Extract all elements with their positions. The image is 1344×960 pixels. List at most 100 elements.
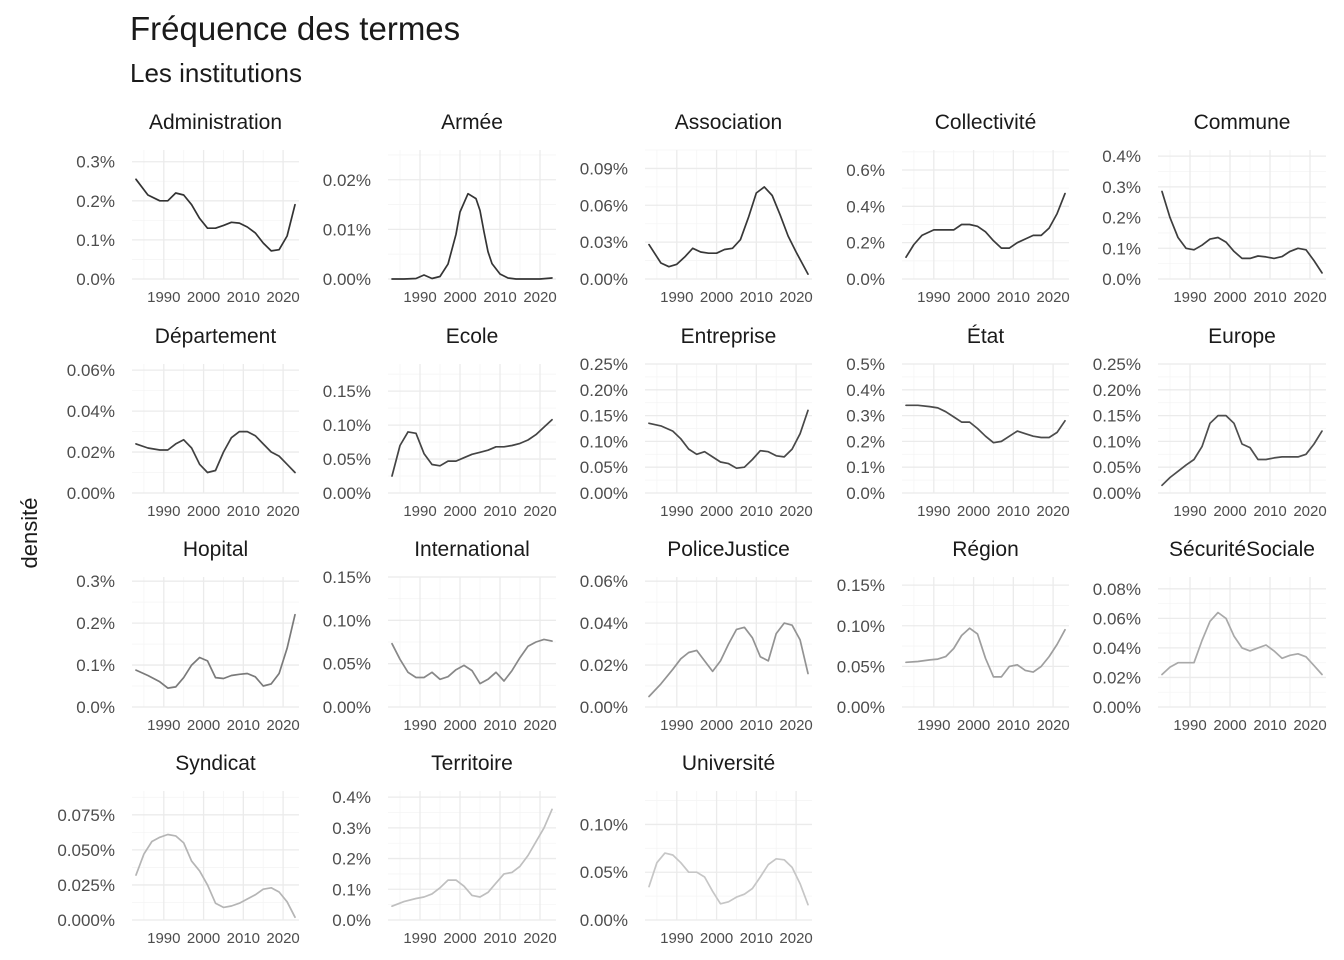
y-tick-label: 0.1% (1102, 239, 1141, 258)
y-tick-label: 0.15% (837, 576, 885, 595)
y-tick-label: 0.2% (76, 614, 115, 633)
x-tick-label: 2020 (523, 930, 556, 947)
chart-title: Fréquence des termes (130, 10, 461, 47)
x-tick-label: 1990 (1173, 503, 1206, 520)
y-tick-label: 0.1% (846, 458, 885, 477)
panel-policejustice: PoliceJustice 0.00% 0.02% 0.04% 0.06% 1990 200… (580, 538, 813, 734)
series-line-collectivite (905, 192, 1066, 259)
x-tick-label: 2020 (266, 289, 299, 306)
x-tick-label: 1990 (917, 717, 950, 734)
x-tick-label: 2000 (957, 289, 990, 306)
y-tick-label: 0.02% (323, 171, 371, 190)
y-tick-label: 0.00% (580, 484, 628, 503)
strip-label-region: Région (952, 538, 1019, 561)
y-tick-label: 0.1% (76, 656, 115, 675)
x-tick-label: 1990 (403, 289, 436, 306)
x-tick-label: 2020 (266, 503, 299, 520)
x-tick-label: 2010 (740, 717, 773, 734)
y-tick-label: 0.00% (580, 911, 628, 930)
y-tick-label: 0.0% (846, 484, 885, 503)
y-tick-label: 0.2% (332, 850, 371, 869)
y-tick-label: 0.2% (846, 432, 885, 451)
y-tick-label: 0.15% (580, 407, 628, 426)
x-tick-label: 2000 (700, 289, 733, 306)
y-tick-label: 0.0% (76, 698, 115, 717)
x-tick-label: 1990 (660, 289, 693, 306)
x-tick-label: 2020 (523, 503, 556, 520)
y-tick-label: 0.10% (837, 617, 885, 636)
y-tick-label: 0.0% (332, 911, 371, 930)
strip-label-commune: Commune (1194, 111, 1291, 134)
strip-label-europe: Europe (1208, 325, 1276, 348)
x-tick-label: 2020 (523, 717, 556, 734)
strip-label-collectivite: Collectivité (935, 111, 1037, 134)
x-tick-label: 2000 (187, 930, 220, 947)
x-tick-label: 2010 (997, 503, 1030, 520)
x-tick-label: 2020 (1293, 289, 1326, 306)
y-tick-label: 0.15% (1093, 407, 1141, 426)
y-tick-label: 0.2% (76, 192, 115, 211)
x-tick-label: 2000 (443, 717, 476, 734)
panel-europe: Europe 0.00% 0.05% 0.10% 0.15% 0.20% 0.25% 1990… (1093, 325, 1327, 520)
series-line-entreprise (648, 409, 809, 470)
x-tick-label: 2000 (187, 289, 220, 306)
x-tick-label: 2000 (187, 717, 220, 734)
y-tick-label: 0.10% (323, 416, 371, 435)
panel-syndicat: Syndicat 0.000% 0.025% 0.050% 0.075% 1990 2000… (57, 752, 299, 947)
x-tick-label: 2010 (740, 289, 773, 306)
x-tick-label: 2000 (443, 289, 476, 306)
y-tick-label: 0.20% (580, 381, 628, 400)
x-tick-label: 1990 (147, 503, 180, 520)
strip-label-departement: Département (155, 325, 277, 348)
x-tick-label: 2010 (997, 717, 1030, 734)
y-tick-label: 0.00% (837, 698, 885, 717)
y-tick-label: 0.09% (580, 159, 628, 178)
y-tick-label: 0.10% (1093, 432, 1141, 451)
x-tick-label: 2010 (483, 930, 516, 947)
y-tick-label: 0.00% (323, 270, 371, 289)
y-tick-label: 0.050% (57, 841, 115, 860)
series-line-association (648, 186, 809, 275)
x-tick-label: 2020 (266, 930, 299, 947)
x-tick-label: 2010 (227, 717, 260, 734)
x-tick-label: 2020 (779, 289, 812, 306)
panel-association: Association 0.00% 0.03% 0.06% 0.09% 1990 2000 2… (580, 111, 813, 306)
panel-securitesociale: SécuritéSociale 0.00% 0.02% 0.04% 0.06% 0.08%… (1093, 538, 1327, 734)
y-tick-label: 0.02% (67, 443, 115, 462)
series-line-region (905, 627, 1066, 678)
strip-label-international: International (414, 538, 530, 561)
x-tick-label: 2020 (1036, 717, 1069, 734)
panel-hopital: Hopital 0.0% 0.1% 0.2% 0.3% 1990 2000 2010 2020 (76, 538, 300, 734)
y-tick-label: 0.00% (323, 484, 371, 503)
y-tick-label: 0.03% (580, 233, 628, 252)
y-tick-label: 0.20% (1093, 381, 1141, 400)
y-tick-label: 0.02% (1093, 668, 1141, 687)
x-tick-label: 1990 (403, 503, 436, 520)
panel-ecole: Ecole 0.00% 0.05% 0.10% 0.15% 1990 2000 2010 202… (323, 325, 557, 520)
x-tick-label: 2010 (740, 503, 773, 520)
x-tick-label: 2000 (700, 930, 733, 947)
y-tick-label: 0.3% (332, 819, 371, 838)
y-tick-label: 0.1% (332, 880, 371, 899)
y-tick-label: 0.000% (57, 911, 115, 930)
x-tick-label: 2010 (740, 930, 773, 947)
strip-label-armee: Armée (441, 111, 503, 134)
series-line-securitesociale (1161, 611, 1323, 676)
y-tick-label: 0.3% (846, 407, 885, 426)
strip-label-universite: Université (682, 752, 775, 775)
panel-etat: État 0.0% 0.1% 0.2% 0.3% 0.4% 0.5% 1990 2000 2010… (846, 325, 1070, 520)
y-tick-label: 0.10% (580, 815, 628, 834)
x-tick-label: 1990 (660, 930, 693, 947)
y-tick-label: 0.06% (580, 572, 628, 591)
x-tick-label: 1990 (660, 717, 693, 734)
x-tick-label: 2000 (187, 503, 220, 520)
series-line-policejustice (648, 622, 809, 698)
series-line-international (391, 638, 553, 685)
strip-label-securitesociale: SécuritéSociale (1169, 538, 1315, 561)
x-tick-label: 2010 (1253, 717, 1286, 734)
x-tick-label: 2020 (523, 289, 556, 306)
x-tick-label: 2000 (700, 717, 733, 734)
y-tick-label: 0.3% (76, 153, 115, 172)
x-tick-label: 2000 (957, 503, 990, 520)
